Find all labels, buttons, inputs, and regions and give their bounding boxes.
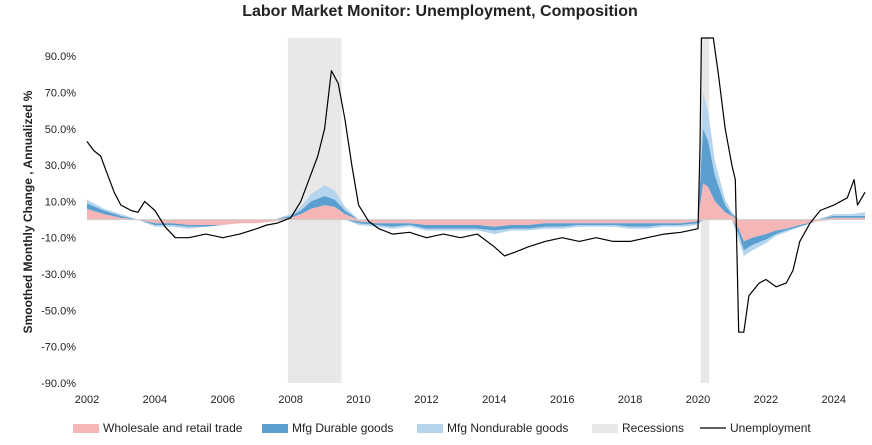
x-tick-label: 2016 — [550, 394, 574, 406]
composition-areas — [87, 92, 865, 256]
recession-bands — [287, 38, 710, 383]
area-durable-positive — [87, 128, 865, 220]
y-tick-label: -30.0% — [41, 269, 76, 281]
x-tick-label: 2008 — [278, 394, 302, 406]
legend-label-unemployment: Unemployment — [730, 421, 811, 435]
x-tick-label: 2020 — [686, 394, 710, 406]
chart-title: Labor Market Monitor: Unemployment, Comp… — [242, 3, 638, 20]
legend-label-recession: Recessions — [622, 421, 684, 435]
area-wholesale-positive — [87, 183, 865, 220]
x-tick-label: 2002 — [75, 394, 99, 406]
y-tick-label: 30.0% — [45, 160, 76, 172]
y-tick-label: 50.0% — [45, 124, 76, 136]
x-tick-label: 2014 — [482, 394, 506, 406]
x-tick-label: 2006 — [211, 394, 235, 406]
legend-swatch-durable — [262, 424, 288, 433]
y-tick-label: -10.0% — [41, 233, 76, 245]
area-nondurable-positive — [87, 92, 865, 220]
x-axis: 2002 2004 2006 2008 2010 2012 2014 2016 2018 2020… — [75, 394, 846, 406]
x-tick-label: 2012 — [414, 394, 438, 406]
x-tick-label: 2004 — [143, 394, 167, 406]
y-axis: 90.0% 70.0% 50.0% 30.0% 10.0% -10.0% -30.0% -50… — [41, 51, 76, 390]
x-tick-label: 2010 — [346, 394, 370, 406]
legend-label-nondurable: Mfg Nondurable goods — [447, 421, 568, 435]
y-tick-label: 90.0% — [45, 51, 76, 63]
legend-swatch-recession — [592, 424, 618, 433]
legend-swatch-wholesale — [73, 424, 99, 433]
legend-label-wholesale: Wholesale and retail trade — [103, 421, 243, 435]
y-tick-label: 10.0% — [45, 196, 76, 208]
x-tick-label: 2018 — [618, 394, 642, 406]
x-tick-label: 2022 — [754, 394, 778, 406]
y-tick-label: -50.0% — [41, 305, 76, 317]
unemployment-line — [86, 37, 866, 333]
legend: Wholesale and retail trade Mfg Durable go… — [73, 421, 811, 435]
y-tick-label: -70.0% — [41, 342, 76, 354]
x-tick-label: 2024 — [822, 394, 846, 406]
y-tick-label: -90.0% — [41, 378, 76, 390]
y-axis-label: Smoothed Monthly Change , Annualized % — [21, 90, 35, 333]
y-tick-label: 70.0% — [45, 87, 76, 99]
legend-swatch-nondurable — [417, 424, 443, 433]
unemployment-line-group — [86, 37, 866, 333]
area-wholesale-negative — [87, 219, 865, 242]
area-durable-negative — [87, 219, 865, 251]
legend-label-durable: Mfg Durable goods — [292, 421, 393, 435]
